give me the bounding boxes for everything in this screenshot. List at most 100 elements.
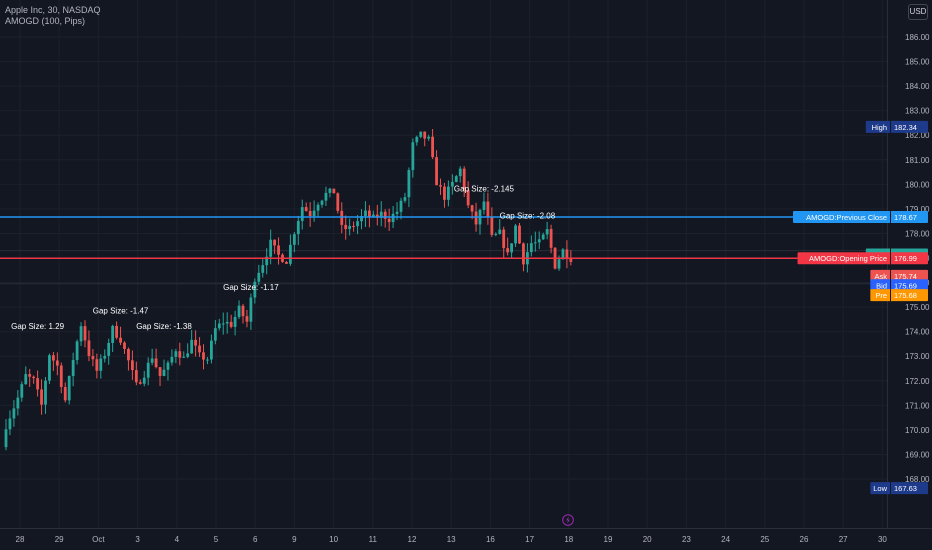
candle (127, 347, 130, 371)
candle (63, 382, 67, 403)
y-tick-label: 174.00 (905, 328, 930, 337)
x-tick-label: 25 (760, 535, 769, 544)
x-tick-label: 27 (839, 535, 848, 544)
candle (407, 167, 411, 208)
candle (462, 166, 466, 198)
price-label-value: 175.68 (894, 291, 917, 300)
x-tick-label: 3 (135, 535, 140, 544)
candle (174, 348, 178, 364)
candle (360, 209, 363, 230)
x-tick-label: 18 (564, 535, 573, 544)
gap-size-annotation: Gap Size: -1.38 (136, 322, 192, 331)
price-label-value: 175.74 (894, 272, 917, 281)
x-tick-label: 26 (800, 535, 809, 544)
price-label-name: Pre (875, 291, 887, 300)
x-tick-label: 29 (55, 535, 64, 544)
candle (79, 322, 83, 347)
candle (119, 326, 122, 346)
x-tick-label: 10 (329, 535, 338, 544)
price-label-value: 178.67 (894, 213, 917, 222)
chart-legend: Apple Inc, 30, NASDAQ AMOGD (100, Pips) (5, 5, 101, 27)
y-tick-label: 183.00 (905, 107, 930, 116)
candle (253, 278, 257, 304)
candle (494, 232, 498, 237)
price-label-value: 175.69 (894, 281, 917, 290)
candle (146, 357, 150, 386)
candle (344, 215, 348, 240)
gap-size-annotation: Gap Size: 1.29 (11, 322, 64, 331)
candle (158, 367, 162, 387)
price-label-name: AMOGD:Opening Price (809, 254, 887, 263)
candle (387, 208, 391, 231)
y-tick-label: 171.00 (905, 401, 930, 410)
price-label-name: Ask (874, 272, 887, 281)
x-tick-label: 20 (643, 535, 652, 544)
candle (182, 351, 186, 358)
candle (202, 344, 205, 370)
x-tick-label: 6 (253, 535, 258, 544)
gap-size-annotation: Gap Size: -2.08 (500, 212, 556, 221)
candle (67, 375, 71, 405)
candle (324, 186, 328, 206)
candle (154, 348, 158, 369)
candle (206, 356, 209, 365)
candle (502, 226, 506, 259)
candle (265, 248, 269, 275)
candle (166, 360, 170, 381)
candle (210, 334, 213, 364)
x-tick-label: 30 (878, 535, 887, 544)
candle (198, 337, 201, 357)
price-label-amogd-previous-close[interactable]: AMOGD:Previous Close 178.67 (793, 210, 928, 223)
candle (261, 257, 265, 278)
candle (95, 353, 99, 379)
candle (533, 231, 537, 252)
candle (403, 192, 407, 203)
candle (8, 410, 12, 436)
candle (518, 223, 521, 245)
candle (217, 318, 221, 331)
lightning-icon[interactable] (562, 514, 574, 526)
y-tick-label: 185.00 (905, 58, 930, 67)
candle (340, 202, 344, 234)
candle (478, 208, 482, 235)
x-tick-label: Oct (92, 535, 105, 544)
candle (490, 207, 494, 237)
y-tick-label: 168.00 (905, 475, 930, 484)
candle (32, 375, 36, 384)
candle (12, 400, 16, 427)
candle (83, 320, 87, 348)
x-tick-label: 4 (175, 535, 180, 544)
candle (545, 221, 549, 240)
candle (24, 366, 28, 385)
candle (458, 166, 462, 183)
price-label-bid[interactable]: Bid 175.69 (870, 279, 928, 292)
price-label-value: 182.34 (894, 123, 917, 132)
candle (565, 240, 569, 269)
candle (75, 339, 79, 365)
candle (40, 379, 43, 415)
indicator-title[interactable]: AMOGD (100, Pips) (5, 16, 86, 26)
candle (506, 237, 510, 256)
price-label-low[interactable]: Low 167.63 (870, 482, 928, 495)
price-label-amogd-opening-price[interactable]: AMOGD:Opening Price 176.99 (797, 252, 928, 265)
candle (454, 175, 458, 183)
x-tick-label: 24 (721, 535, 730, 544)
y-tick-label: 173.00 (905, 352, 930, 361)
price-label-pre[interactable]: Pre 175.68 (870, 289, 928, 302)
price-label-high[interactable]: High 182.34 (865, 120, 928, 133)
candle (308, 202, 312, 227)
currency-button[interactable]: USD (908, 4, 928, 20)
x-tick-label: 16 (486, 535, 495, 544)
x-tick-label: 19 (604, 535, 613, 544)
price-label-ask[interactable]: Ask 175.74 (870, 269, 928, 282)
candle (107, 338, 111, 365)
symbol-title[interactable]: Apple Inc, 30, NASDAQ (5, 5, 101, 15)
candle (482, 192, 486, 215)
candle (131, 350, 134, 380)
candle (316, 202, 320, 218)
candle (103, 349, 107, 363)
candle (415, 135, 419, 146)
candle (138, 379, 142, 385)
candle (221, 312, 225, 335)
